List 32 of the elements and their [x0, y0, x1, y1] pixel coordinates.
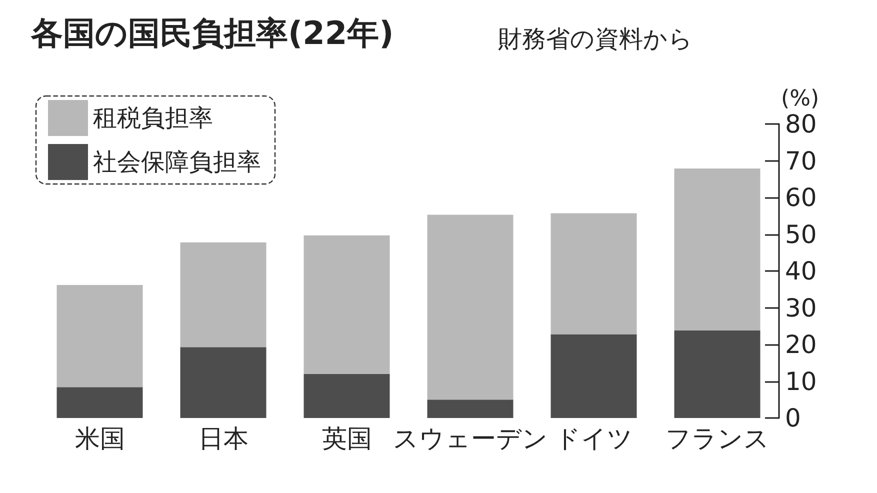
chart-subtitle: 財務省の資料から — [498, 25, 693, 53]
bar — [180, 242, 266, 348]
x-tick-label: フランス — [665, 424, 770, 453]
bar — [180, 347, 266, 418]
bar — [550, 213, 637, 334]
y-tick-label: 60 — [785, 183, 817, 212]
x-tick-label: スウェーデン — [392, 424, 548, 453]
legend-label: 社会保障負担率 — [93, 148, 261, 176]
bar — [304, 374, 390, 418]
legend-label: 租税負担率 — [93, 104, 213, 132]
bar — [427, 400, 514, 418]
chart-title: 各国の国民負担率(22年) — [30, 14, 394, 52]
y-tick-label: 20 — [785, 330, 817, 359]
bar — [304, 235, 390, 374]
x-tick-label: 日本 — [198, 424, 248, 453]
bar — [427, 214, 514, 400]
y-tick-label: 30 — [785, 293, 817, 322]
bar — [674, 168, 760, 331]
y-tick-label: 70 — [785, 146, 817, 176]
bar — [674, 330, 760, 418]
y-tick-label: 0 — [785, 404, 801, 432]
bar — [56, 387, 143, 418]
y-axis-title: (%) — [781, 86, 820, 112]
bar — [56, 284, 143, 388]
x-tick-label: 米国 — [74, 424, 125, 453]
y-tick-label: 80 — [785, 110, 817, 138]
y-tick-label: 50 — [785, 220, 817, 249]
bar — [550, 334, 637, 418]
x-tick-label: 英国 — [322, 424, 372, 453]
y-tick-label: 10 — [785, 366, 817, 396]
x-tick-label: ドイツ — [554, 424, 633, 453]
y-tick-label: 40 — [785, 256, 817, 286]
